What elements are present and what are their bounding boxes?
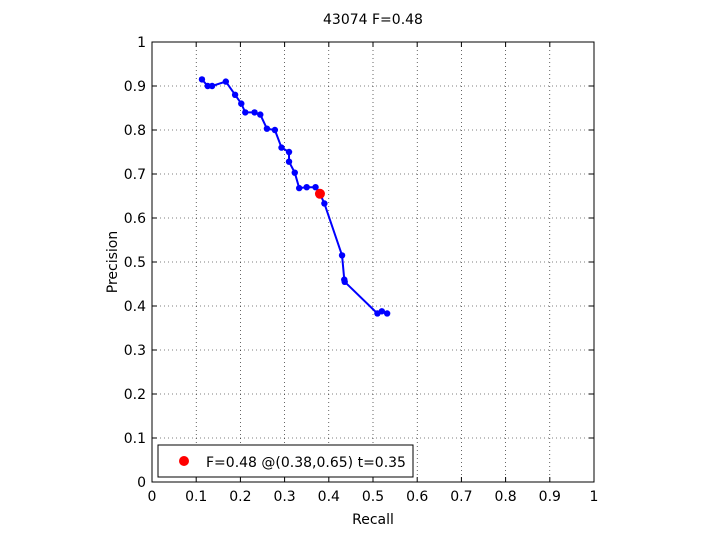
data-point	[285, 158, 293, 165]
grid	[152, 42, 594, 482]
y-tick-label: 0.6	[124, 211, 146, 227]
data-point	[341, 278, 348, 285]
legend-box	[157, 444, 414, 478]
y-tick-label: 0.9	[124, 79, 146, 95]
data-point	[378, 308, 386, 315]
y-tick-label: 0.8	[124, 123, 146, 139]
data-point	[285, 148, 293, 156]
x-tick-label: 0.3	[273, 489, 295, 505]
legend-marker	[179, 456, 189, 466]
x-tick-label: 0.8	[494, 489, 516, 505]
data-point	[251, 109, 258, 116]
legend-text: F=0.48 @(0.38,0.65) t=0.35	[206, 455, 406, 471]
x-tick-label: 0.9	[539, 489, 561, 505]
data-point	[238, 100, 245, 107]
x-tick-label: 0.4	[318, 489, 340, 505]
y-tick-label: 0.1	[124, 431, 146, 447]
data-point	[231, 91, 239, 99]
data-point	[295, 184, 303, 192]
y-tick-label: 1	[137, 35, 146, 51]
data-point	[204, 82, 211, 90]
data-point	[222, 78, 230, 85]
best-f-point	[314, 188, 325, 199]
data-point	[271, 126, 279, 134]
series-group	[198, 76, 391, 317]
data-point	[257, 111, 264, 118]
data-point	[321, 200, 328, 207]
data-point	[263, 125, 271, 132]
data-point	[208, 82, 216, 90]
data-point	[303, 184, 310, 191]
x-tick-label: 0.6	[406, 489, 428, 505]
legend: F=0.48 @(0.38,0.65) t=0.35	[157, 444, 414, 478]
y-tick-label: 0.3	[124, 343, 146, 359]
y-tick-label: 0.5	[124, 255, 146, 271]
x-tick-label: 0.7	[450, 489, 472, 505]
y-tick-label: 0.4	[124, 299, 146, 315]
y-tick-label: 0.2	[124, 387, 146, 403]
x-axis-label: Recall	[352, 512, 394, 528]
data-point	[338, 252, 346, 259]
x-tick-label: 0	[148, 489, 157, 505]
x-tick-label: 0.2	[229, 489, 251, 505]
x-tick-label: 1	[590, 489, 599, 505]
y-tick-label: 0.7	[124, 167, 146, 183]
data-point	[242, 109, 249, 116]
x-tick-label: 0.1	[185, 489, 207, 505]
data-point	[278, 144, 285, 151]
data-point	[198, 76, 206, 83]
axis-ticks: 0 0.1 0.2 0.3 0.4 0.5 0.6 0.7 0.8 0.9 1 0 0.1 0.2 0.3 0…	[124, 35, 599, 505]
data-point	[312, 184, 319, 191]
y-axis-label: Precision	[105, 231, 121, 293]
data-point	[383, 310, 391, 317]
chart-title: 43074 F=0.48	[323, 12, 423, 28]
x-tick-label: 0.5	[362, 489, 384, 505]
data-point	[291, 169, 298, 176]
y-tick-label: 0	[137, 475, 146, 491]
